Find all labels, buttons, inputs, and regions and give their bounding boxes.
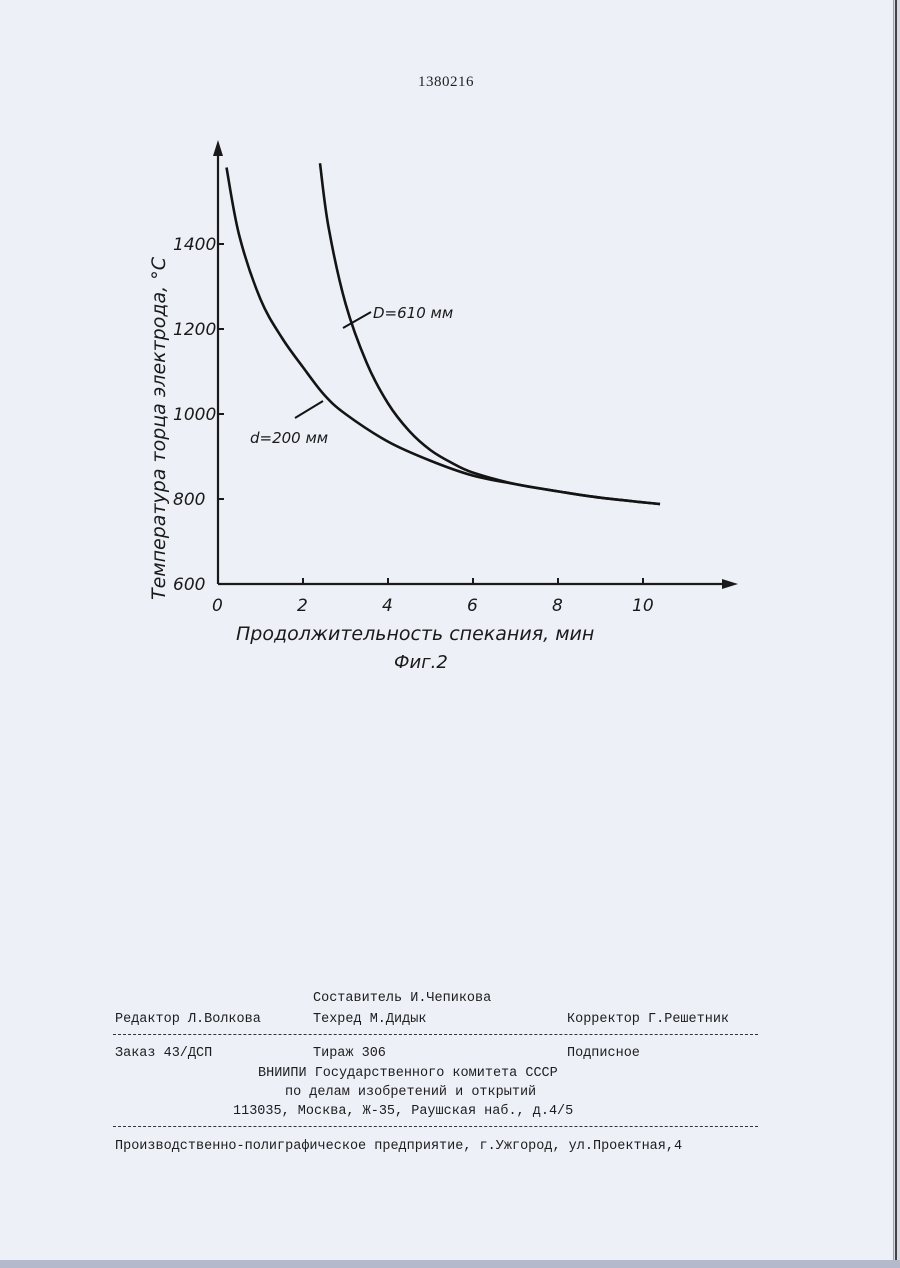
editor: Редактор Л.Волкова [115,1012,261,1027]
temperature-chart: 0 2 4 6 8 10 600 800 1000 1200 1400 D=610 мм d=20… [0,0,900,700]
organisation-line-1: ВНИИПИ Государственного комитета СССР [258,1066,558,1081]
x-tick-label: 2 [297,596,308,616]
curve-d200 [227,168,661,505]
corrector: Корректор Г.Решетник [567,1012,729,1027]
divider-bottom [113,1126,758,1127]
order: Заказ 43/ДСП [115,1046,212,1061]
curve-d610 [320,163,660,504]
y-tick-label: 600 [173,575,205,595]
y-tick-label: 1000 [173,405,216,425]
axes [213,140,738,589]
divider-top [113,1034,758,1035]
x-tick-label: 10 [632,596,654,616]
organisation-line-2: по делам изобретений и открытий [285,1085,536,1100]
figure-caption: Фиг.2 [394,652,448,673]
leader-d610 [343,312,371,328]
y-axis-arrow [213,140,223,156]
y-ticks: 600 800 1000 1200 1400 [173,235,224,595]
annotation-d610: D=610 мм [373,304,453,322]
printer: Производственно-полиграфическое предприя… [115,1139,682,1154]
techred: Техред М.Дидык [313,1012,426,1027]
x-tick-label: 8 [552,596,563,616]
curves [227,163,661,504]
x-tick-label: 6 [467,596,478,616]
organisation-address: 113035, Москва, Ж-35, Раушская наб., д.4… [233,1104,573,1119]
annotation-d200: d=200 мм [250,429,328,447]
subscription: Подписное [567,1046,640,1061]
x-axis-label: Продолжительность спекания, мин [236,623,594,645]
x-tick-label: 4 [382,596,393,616]
leader-d200 [295,401,323,418]
y-tick-label: 1400 [173,235,216,255]
scan-border [0,1260,900,1268]
y-tick-label: 800 [173,490,205,510]
circulation: Тираж 306 [313,1046,386,1061]
compiler: Составитель И.Чепикова [313,991,491,1006]
y-axis-label: Температура торца электрода, °С [148,256,170,600]
x-tick-label: 0 [212,596,223,616]
x-axis-arrow [722,579,738,589]
y-tick-label: 1200 [173,320,216,340]
